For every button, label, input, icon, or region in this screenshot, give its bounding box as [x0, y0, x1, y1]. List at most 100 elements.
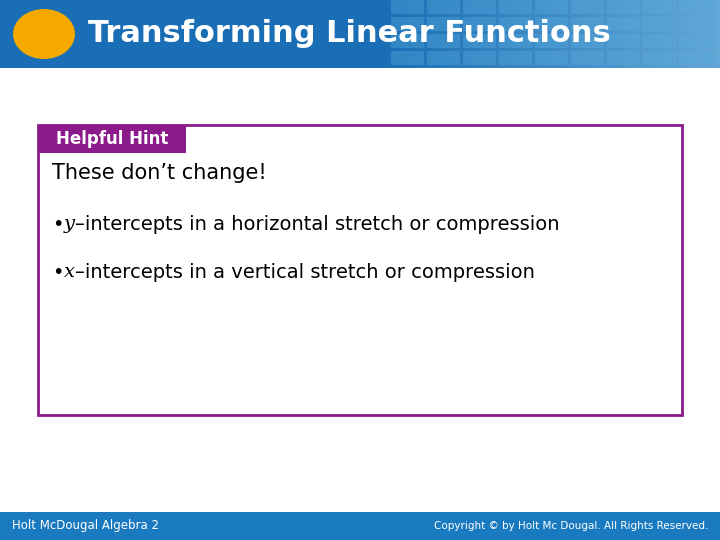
Bar [428, 0, 429, 68]
Bar [432, 0, 433, 68]
Bar [517, 0, 518, 68]
Bar [575, 0, 576, 68]
FancyBboxPatch shape [715, 51, 720, 65]
Bar [585, 0, 586, 68]
Bar [542, 0, 543, 68]
Bar [491, 0, 492, 68]
Bar [514, 0, 515, 68]
Bar [640, 0, 641, 68]
Bar [427, 0, 428, 68]
Bar [591, 0, 592, 68]
FancyBboxPatch shape [463, 51, 496, 65]
FancyBboxPatch shape [391, 17, 424, 31]
Bar [657, 0, 658, 68]
Bar [446, 0, 447, 68]
Bar [555, 0, 556, 68]
Bar [397, 0, 398, 68]
Bar [410, 0, 411, 68]
Bar [560, 0, 561, 68]
Bar [652, 0, 653, 68]
Bar [404, 0, 405, 68]
FancyBboxPatch shape [499, 34, 532, 48]
Bar [559, 0, 560, 68]
FancyBboxPatch shape [499, 17, 532, 31]
Bar [528, 0, 529, 68]
Bar [499, 0, 500, 68]
Bar [672, 0, 673, 68]
Bar [512, 0, 513, 68]
Bar [660, 0, 661, 68]
FancyBboxPatch shape [715, 0, 720, 14]
Bar [386, 0, 387, 68]
Bar [543, 0, 544, 68]
Bar [459, 0, 460, 68]
Bar [579, 0, 580, 68]
Bar [639, 0, 640, 68]
Bar [674, 0, 675, 68]
Bar [563, 0, 564, 68]
Bar [701, 0, 702, 68]
Bar [655, 0, 656, 68]
Bar [439, 0, 440, 68]
Bar [638, 0, 639, 68]
Bar [653, 0, 654, 68]
Bar [565, 0, 566, 68]
FancyBboxPatch shape [463, 17, 496, 31]
Bar [589, 0, 590, 68]
FancyBboxPatch shape [0, 0, 720, 68]
Bar [401, 0, 402, 68]
Bar [481, 0, 482, 68]
Bar [582, 0, 583, 68]
Bar [526, 0, 527, 68]
FancyBboxPatch shape [715, 34, 720, 48]
Bar [595, 0, 596, 68]
Bar [502, 0, 503, 68]
Bar [438, 0, 439, 68]
Bar [578, 0, 579, 68]
Bar [677, 0, 678, 68]
Bar [703, 0, 704, 68]
Bar [567, 0, 568, 68]
Bar [607, 0, 608, 68]
Bar [627, 0, 628, 68]
Bar [431, 0, 432, 68]
FancyBboxPatch shape [679, 51, 712, 65]
Bar [588, 0, 589, 68]
Bar [406, 0, 407, 68]
Bar [718, 0, 719, 68]
Bar [400, 0, 401, 68]
Bar [601, 0, 602, 68]
Bar [510, 0, 511, 68]
Bar [533, 0, 534, 68]
Bar [610, 0, 611, 68]
Bar [621, 0, 622, 68]
Bar [468, 0, 469, 68]
Bar [710, 0, 711, 68]
Bar [478, 0, 479, 68]
Bar [448, 0, 449, 68]
Bar [685, 0, 686, 68]
Bar [492, 0, 493, 68]
Bar [534, 0, 535, 68]
Bar [521, 0, 522, 68]
Bar [696, 0, 697, 68]
FancyBboxPatch shape [427, 51, 460, 65]
Bar [673, 0, 674, 68]
Bar [577, 0, 578, 68]
Bar [573, 0, 574, 68]
Bar [454, 0, 455, 68]
FancyBboxPatch shape [463, 34, 496, 48]
Bar [566, 0, 567, 68]
Bar [505, 0, 506, 68]
Bar [678, 0, 679, 68]
FancyBboxPatch shape [607, 34, 640, 48]
Text: Holt McDougal Algebra 2: Holt McDougal Algebra 2 [12, 519, 159, 532]
Bar [540, 0, 541, 68]
FancyBboxPatch shape [535, 51, 568, 65]
FancyBboxPatch shape [463, 0, 496, 14]
Bar [422, 0, 423, 68]
Bar [690, 0, 691, 68]
Bar [524, 0, 525, 68]
Bar [380, 0, 381, 68]
Bar [716, 0, 717, 68]
